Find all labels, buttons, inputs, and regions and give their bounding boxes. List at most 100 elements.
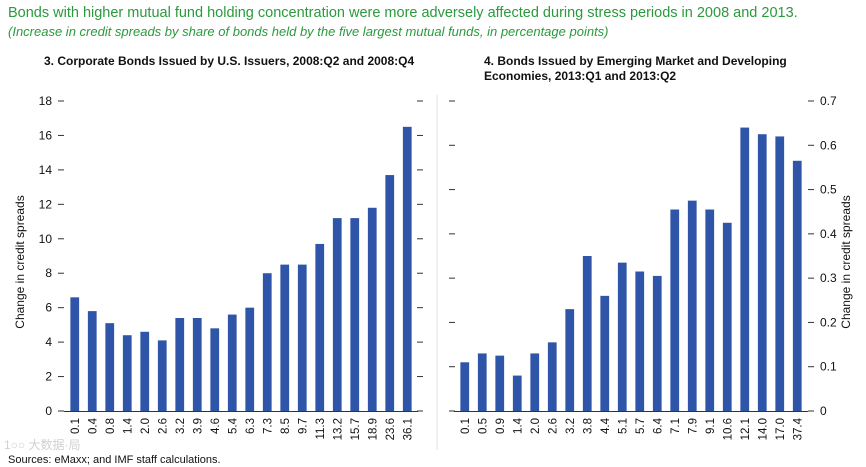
panel-1-bar (87, 311, 97, 411)
panel-2-title: 4. Bonds Issued by Emerging Market and D… (484, 54, 787, 83)
panel-2-bar (775, 136, 785, 411)
panel-1-xtick-label: 2.6 (157, 418, 169, 434)
panel-2-bar (792, 160, 802, 411)
panel-2-bar (460, 362, 470, 411)
panel-2-ytick-label: 0.1 (820, 360, 837, 374)
panel-1-xtick-label: 2.0 (140, 418, 152, 434)
panel-2-xtick-label: 17.0 (775, 418, 787, 440)
panel-2-xtick-label: 10.6 (722, 418, 734, 440)
panel-2-xtick-label: 5.7 (635, 418, 647, 434)
panel-1-bar (105, 323, 115, 411)
panel-2-xtick-label: 4.4 (600, 417, 612, 434)
panel-2-ytick-label: 0.3 (820, 271, 837, 285)
panel-1-xtick-label: 15.7 (350, 418, 362, 440)
panel-1-ytick-label: 0 (45, 404, 52, 418)
panel-2-bar (722, 222, 732, 411)
panel-1-xtick-label: 36.1 (402, 418, 414, 440)
panel-2-bar (495, 355, 505, 411)
panel-2-ytick-label: 0.4 (820, 227, 837, 241)
panel-1-xtick-label: 3.9 (192, 418, 204, 434)
panel-1-xtick-label: 6.3 (245, 418, 257, 434)
panel-1-bar (175, 318, 185, 411)
panel-2-bar (670, 209, 680, 411)
panel-2-xtick-label: 5.1 (617, 418, 629, 434)
panel-2-ytick-label: 0.5 (820, 183, 837, 197)
panel-2-xtick-label: 14.0 (757, 418, 769, 440)
panel-1-ytick-label: 10 (39, 232, 53, 246)
panel-2-bar (582, 256, 592, 411)
panel-1-xtick-label: 18.9 (367, 418, 379, 440)
panel-2-xtick-label: 12.1 (740, 418, 752, 440)
panel-1-xtick-label: 0.1 (70, 418, 82, 434)
panel-1-bar (262, 273, 272, 411)
panel-2-xtick-label: 0.5 (477, 418, 489, 434)
panel-1-y-axis-title: Change in credit spreads (13, 195, 27, 328)
panel-1-bar (227, 314, 237, 411)
watermark: 1○○ 大数据·局 (4, 438, 81, 452)
panel-2-bar (757, 134, 767, 411)
panel-2-xtick-label: 0.9 (495, 418, 507, 434)
figure-subtitle: (Increase in credit spreads by share of … (8, 24, 609, 39)
panel-1-ytick-label: 6 (45, 301, 52, 315)
panel-1-ytick-label: 14 (39, 163, 53, 177)
panel-2-bar (477, 353, 487, 411)
panel-1-bar (157, 340, 167, 411)
panel-1-xtick-label: 9.7 (297, 418, 309, 434)
panel-1-ytick-label: 12 (39, 197, 53, 211)
source-note: Sources: eMaxx; and IMF staff calculatio… (8, 454, 221, 466)
panel-1-bar (332, 218, 342, 411)
panel-2-xtick-label: 3.2 (565, 418, 577, 434)
panel-2-xtick-label: 7.1 (670, 418, 682, 434)
panel-2-xtick-label: 7.9 (687, 418, 699, 434)
panel-1-xtick-label: 0.8 (105, 418, 117, 434)
panel-1-bar (402, 126, 412, 411)
panel-1-ytick-label: 4 (45, 335, 52, 349)
panel-1-bar (245, 307, 255, 411)
panel-2-ytick-label: 0.7 (820, 94, 837, 108)
panel-2-bar (530, 353, 540, 411)
panel-1-bar (385, 175, 395, 411)
panel-2-xtick-label: 3.8 (582, 418, 594, 434)
panel-1-xtick-label: 5.4 (227, 417, 239, 434)
panel-1-bar (315, 243, 325, 411)
panel-2-xtick-label: 37.4 (792, 417, 804, 440)
panel-1-bar (210, 328, 220, 411)
panel-1-xtick-label: 4.6 (210, 418, 222, 434)
panel-1-xtick-label: 23.6 (385, 418, 397, 440)
panel-1-title: 3. Corporate Bonds Issued by U.S. Issuer… (44, 54, 415, 68)
panel-2-xtick-label: 6.4 (652, 417, 664, 434)
panel-2-bar (565, 309, 575, 411)
panel-1-xtick-label: 8.5 (280, 418, 292, 434)
panel-2-ytick-label: 0.6 (820, 138, 837, 152)
panel-2-xtick-label: 1.4 (512, 417, 524, 434)
panel-1-ytick-label: 8 (45, 266, 52, 280)
panel-2-bar (687, 200, 697, 411)
figure-title: Bonds with higher mutual fund holding co… (8, 5, 798, 21)
panel-1-bar (70, 297, 80, 411)
panel-2-ytick-label: 0 (820, 404, 827, 418)
panel-1-ytick-label: 18 (39, 94, 53, 108)
panel-2-xtick-label: 0.1 (460, 418, 472, 434)
panel-1-xtick-label: 13.2 (332, 418, 344, 440)
panel-1-xtick-label: 11.3 (315, 418, 327, 440)
panel-1-bar (297, 264, 307, 411)
panel-1-ytick-label: 16 (39, 128, 53, 142)
panel-1-xtick-label: 1.4 (122, 417, 134, 434)
panel-1-ytick-label: 2 (45, 370, 52, 384)
panel-1-bar (140, 331, 150, 411)
panel-1-bar (350, 218, 360, 411)
panel-2-ytick-label: 0.2 (820, 315, 837, 329)
panel-1-xtick-label: 0.4 (87, 417, 99, 434)
panel-1-bar (367, 207, 377, 411)
panel-2-bar (617, 262, 627, 411)
panel-1-bar (280, 264, 290, 411)
panel-2-y-axis-title: Change in credit spreads (839, 195, 853, 328)
panel-2-bar (652, 275, 662, 411)
panel-1-xtick-label: 3.2 (175, 418, 187, 434)
panel-2-bar (705, 209, 715, 411)
panel-2-bar (512, 375, 522, 411)
panel-2-xtick-label: 9.1 (705, 418, 717, 434)
panel-2-bar (547, 342, 557, 411)
panel-2-bar (740, 127, 750, 412)
